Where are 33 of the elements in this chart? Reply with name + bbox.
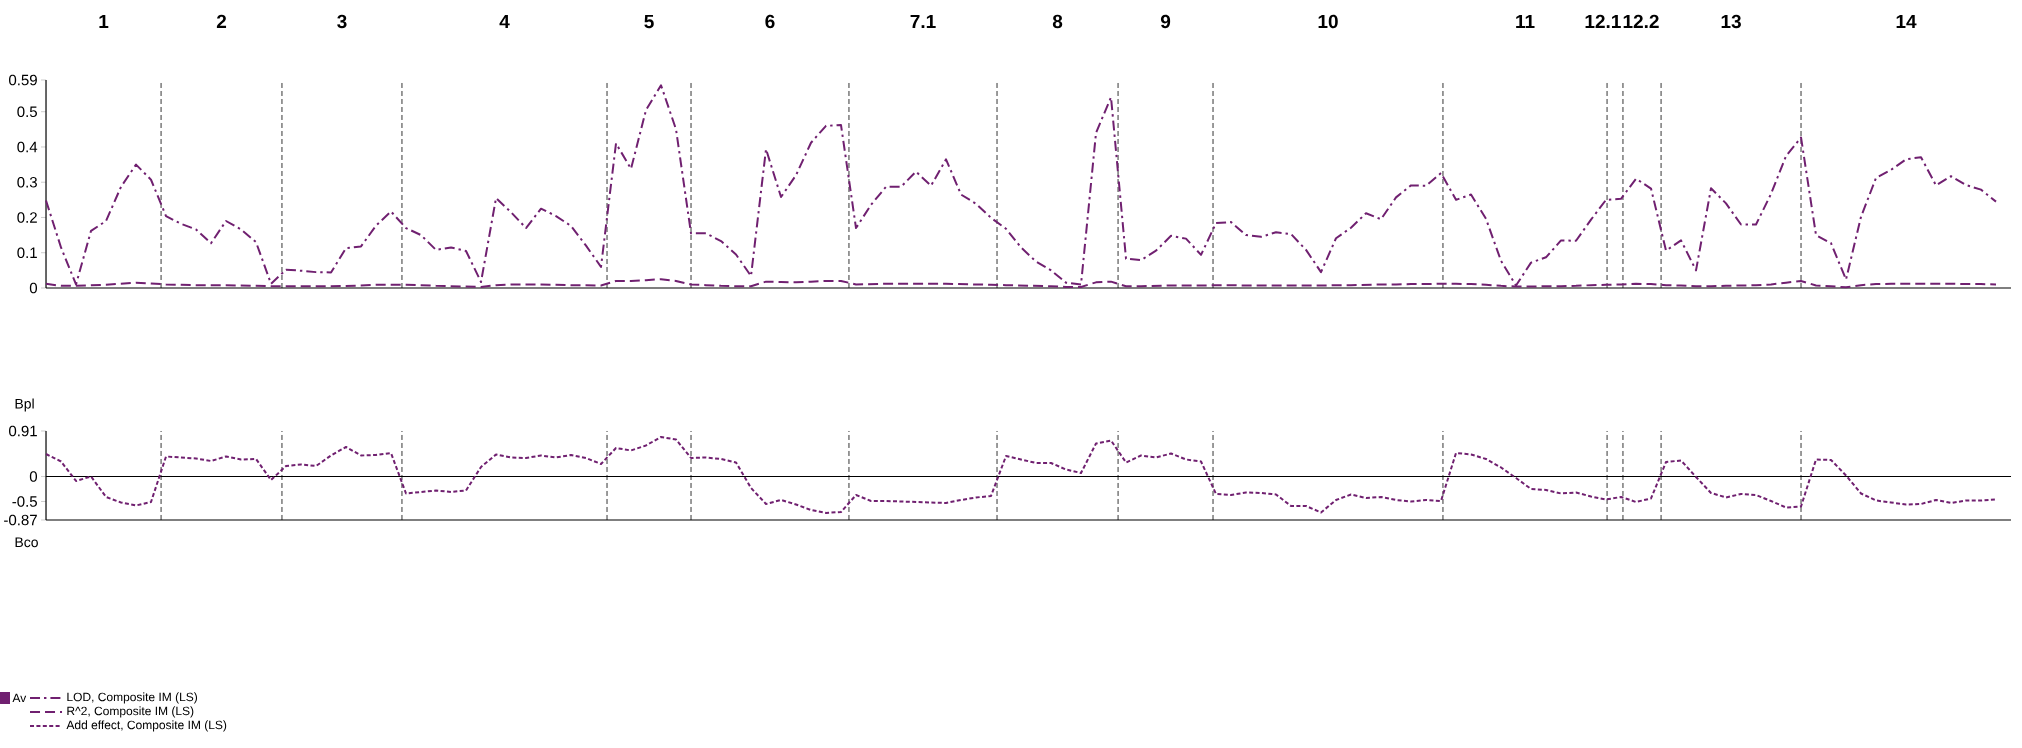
legend-label: LOD, Composite IM (LS) xyxy=(67,692,198,704)
y-tick-label: 0.5 xyxy=(17,106,37,118)
text: 2 xyxy=(216,14,227,28)
y-tick-label: 0.4 xyxy=(17,141,38,153)
legend-title: Av xyxy=(12,693,27,703)
y-tick-label: 0.91 xyxy=(9,425,37,437)
text: 6 xyxy=(765,14,775,29)
text: Add effect, Composite IM (LS) xyxy=(66,720,227,732)
text: 12.1 xyxy=(1585,14,1621,28)
text: 8 xyxy=(1052,14,1063,29)
y-tick-label: -0.5 xyxy=(12,496,37,507)
text: Bco xyxy=(15,537,38,548)
text: 7.1 xyxy=(910,14,936,28)
text: 1 xyxy=(99,14,109,28)
text: 4 xyxy=(499,14,510,28)
legend-label: R^2, Composite IM (LS) xyxy=(67,706,194,718)
y-tick-label: 0.2 xyxy=(17,212,37,223)
text: 12.2 xyxy=(1623,14,1659,28)
y-tick-label: 0.59 xyxy=(9,74,37,86)
text: 10 xyxy=(1318,14,1338,29)
y-tick-label: 0 xyxy=(29,282,38,294)
line-series xyxy=(45,84,1998,287)
y-tick-label: 0.3 xyxy=(17,176,37,188)
text: 3 xyxy=(337,14,347,29)
y-tick-label: -0.87 xyxy=(4,514,37,526)
text: 13 xyxy=(1721,14,1741,29)
text: 14 xyxy=(1896,14,1917,28)
y-tick-label: 0 xyxy=(29,471,38,482)
text: Bpl xyxy=(15,398,34,412)
text: 5 xyxy=(644,14,654,29)
y-tick-label: 0.1 xyxy=(17,247,37,259)
text: 11 xyxy=(1516,14,1535,28)
text: 9 xyxy=(1160,14,1171,29)
